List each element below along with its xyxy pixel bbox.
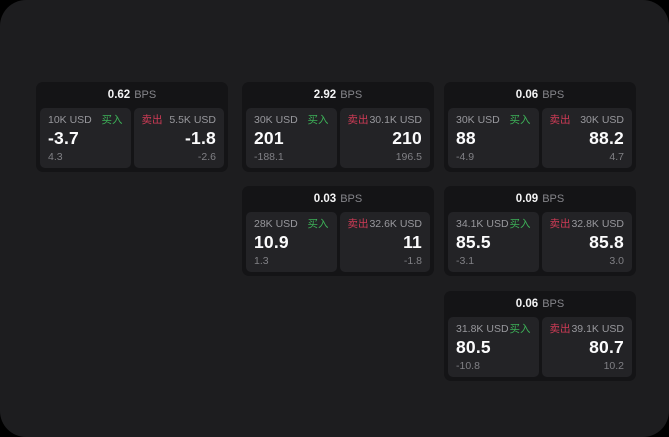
buy-price-value: 80.5 xyxy=(456,336,491,357)
buy-notional-label: 34.1K USD xyxy=(456,218,509,230)
buy-side-label: 买入 xyxy=(307,114,329,126)
buy-price-value: -3.7 xyxy=(48,127,79,148)
sell-price-value: 88.2 xyxy=(589,127,624,148)
buy-delta-value: 4.3 xyxy=(48,150,63,163)
bps-unit-label: BPS xyxy=(340,89,363,101)
sell-quote-tile[interactable]: 卖出 32.8K USD 85.8 3.0 xyxy=(541,212,632,272)
bps-unit-label: BPS xyxy=(542,193,565,205)
buy-quote-tile[interactable]: 30K USD 买入 88 -4.9 xyxy=(448,108,539,168)
bps-value: 0.62 xyxy=(107,89,131,101)
buy-quote-tile[interactable]: 28K USD 买入 10.9 1.3 xyxy=(246,212,337,272)
bps-header: 0.06 BPS xyxy=(448,291,632,317)
sell-price-value: 80.7 xyxy=(589,336,624,357)
sell-side-label: 卖出 xyxy=(549,323,571,335)
sell-notional-label: 32.6K USD xyxy=(369,218,422,230)
buy-delta-value: -10.8 xyxy=(456,359,480,372)
buy-price-value: 85.5 xyxy=(456,231,491,252)
sell-price-value: 11 xyxy=(403,231,422,252)
buy-delta-value: 1.3 xyxy=(254,254,269,267)
sell-notional-label: 5.5K USD xyxy=(169,114,216,126)
sell-side-label: 卖出 xyxy=(141,114,163,126)
quote-card: 0.62 BPS 10K USD 买入 -3.7 4.3 卖出 5.5K USD… xyxy=(36,82,228,172)
buy-price-value: 88 xyxy=(456,127,476,148)
sell-notional-label: 32.8K USD xyxy=(571,218,624,230)
buy-quote-tile[interactable]: 31.8K USD 买入 80.5 -10.8 xyxy=(448,317,539,377)
buy-notional-label: 10K USD xyxy=(48,114,92,126)
buy-notional-label: 28K USD xyxy=(254,218,298,230)
bps-header: 0.62 BPS xyxy=(40,82,224,108)
sell-quote-tile[interactable]: 卖出 32.6K USD 11 -1.8 xyxy=(339,212,430,272)
sell-side-label: 卖出 xyxy=(347,218,369,230)
sell-delta-value: -2.6 xyxy=(197,150,216,163)
buy-side-label: 买入 xyxy=(509,218,531,230)
bps-value: 2.92 xyxy=(313,89,337,101)
quote-card: 0.06 BPS 31.8K USD 买入 80.5 -10.8 卖出 39.1… xyxy=(444,291,636,381)
buy-notional-label: 30K USD xyxy=(254,114,298,126)
buy-delta-value: -188.1 xyxy=(254,150,284,163)
bps-value: 0.06 xyxy=(515,89,539,101)
bps-value: 0.03 xyxy=(313,193,337,205)
quote-card: 0.03 BPS 28K USD 买入 10.9 1.3 卖出 32.6K US… xyxy=(242,186,434,276)
bps-unit-label: BPS xyxy=(134,89,157,101)
buy-notional-label: 31.8K USD xyxy=(456,323,509,335)
sell-quote-tile[interactable]: 卖出 30K USD 88.2 4.7 xyxy=(541,108,632,168)
buy-price-value: 201 xyxy=(254,127,284,148)
sell-quote-tile[interactable]: 卖出 5.5K USD -1.8 -2.6 xyxy=(133,108,224,168)
sell-price-value: -1.8 xyxy=(185,127,216,148)
bps-value: 0.09 xyxy=(515,193,539,205)
bps-unit-label: BPS xyxy=(542,89,565,101)
quote-card: 0.09 BPS 34.1K USD 买入 85.5 -3.1 卖出 32.8K… xyxy=(444,186,636,276)
buy-quote-tile[interactable]: 34.1K USD 买入 85.5 -3.1 xyxy=(448,212,539,272)
bps-header: 2.92 BPS xyxy=(246,82,430,108)
buy-delta-value: -3.1 xyxy=(456,254,475,267)
quote-card: 2.92 BPS 30K USD 买入 201 -188.1 卖出 30.1K … xyxy=(242,82,434,172)
bps-header: 0.03 BPS xyxy=(246,186,430,212)
buy-side-label: 买入 xyxy=(509,323,531,335)
sell-quote-tile[interactable]: 卖出 39.1K USD 80.7 10.2 xyxy=(541,317,632,377)
sell-side-label: 卖出 xyxy=(347,114,369,126)
sell-delta-value: 196.5 xyxy=(395,150,422,163)
quote-card: 0.06 BPS 30K USD 买入 88 -4.9 卖出 30K USD 8… xyxy=(444,82,636,172)
sell-price-value: 210 xyxy=(392,127,422,148)
sell-side-label: 卖出 xyxy=(549,114,571,126)
buy-notional-label: 30K USD xyxy=(456,114,500,126)
sell-quote-tile[interactable]: 卖出 30.1K USD 210 196.5 xyxy=(339,108,430,168)
bps-unit-label: BPS xyxy=(340,193,363,205)
bps-value: 0.06 xyxy=(515,298,539,310)
sell-notional-label: 30.1K USD xyxy=(369,114,422,126)
bps-unit-label: BPS xyxy=(542,298,565,310)
sell-notional-label: 30K USD xyxy=(580,114,624,126)
sell-delta-value: 4.7 xyxy=(609,150,624,163)
sell-side-label: 卖出 xyxy=(549,218,571,230)
sell-price-value: 85.8 xyxy=(589,231,624,252)
sell-delta-value: -1.8 xyxy=(403,254,422,267)
sell-notional-label: 39.1K USD xyxy=(571,323,624,335)
bps-header: 0.06 BPS xyxy=(448,82,632,108)
sell-delta-value: 10.2 xyxy=(603,359,624,372)
bps-header: 0.09 BPS xyxy=(448,186,632,212)
buy-side-label: 买入 xyxy=(101,114,123,126)
buy-quote-tile[interactable]: 30K USD 买入 201 -188.1 xyxy=(246,108,337,168)
buy-side-label: 买入 xyxy=(509,114,531,126)
buy-side-label: 买入 xyxy=(307,218,329,230)
buy-quote-tile[interactable]: 10K USD 买入 -3.7 4.3 xyxy=(40,108,131,168)
buy-price-value: 10.9 xyxy=(254,231,289,252)
sell-delta-value: 3.0 xyxy=(609,254,624,267)
buy-delta-value: -4.9 xyxy=(456,150,475,163)
